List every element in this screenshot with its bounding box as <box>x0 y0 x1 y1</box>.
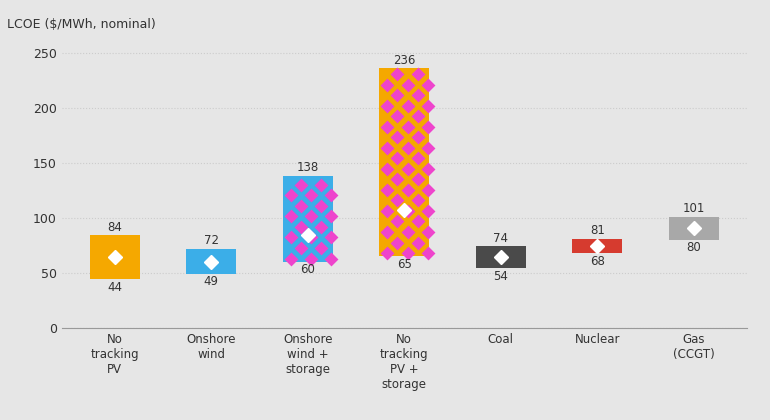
Text: 101: 101 <box>683 202 705 215</box>
Point <box>411 71 424 78</box>
Bar <box>283 176 333 262</box>
Point <box>422 81 434 88</box>
Bar <box>186 249 236 274</box>
Text: LCOE ($/MWh, nominal): LCOE ($/MWh, nominal) <box>7 18 156 31</box>
Text: 74: 74 <box>494 232 508 245</box>
Point <box>411 134 424 141</box>
Point <box>391 176 403 183</box>
Bar <box>572 239 622 253</box>
Text: 65: 65 <box>397 258 412 271</box>
Point <box>381 144 393 151</box>
Point <box>411 218 424 225</box>
Point <box>422 228 434 235</box>
Point <box>381 165 393 172</box>
Point <box>315 181 327 188</box>
Point <box>401 249 413 256</box>
Point <box>411 197 424 204</box>
Point <box>411 113 424 120</box>
Point <box>391 113 403 120</box>
Point <box>401 207 413 214</box>
Point <box>381 81 393 88</box>
Point <box>285 192 297 199</box>
Point <box>381 186 393 193</box>
Text: 72: 72 <box>204 234 219 247</box>
Point <box>391 218 403 225</box>
Text: 81: 81 <box>590 224 604 237</box>
Point <box>295 202 307 209</box>
Point <box>391 134 403 141</box>
Point <box>315 244 327 251</box>
Text: 138: 138 <box>296 161 319 174</box>
Point <box>422 186 434 193</box>
Point <box>401 102 413 109</box>
Point <box>285 255 297 262</box>
Text: 49: 49 <box>204 276 219 289</box>
Point <box>315 202 327 209</box>
Text: 54: 54 <box>494 270 508 283</box>
Point <box>411 92 424 99</box>
Text: 84: 84 <box>107 220 122 234</box>
Text: 44: 44 <box>107 281 122 294</box>
Text: 60: 60 <box>300 263 315 276</box>
Bar <box>379 68 430 256</box>
Point <box>391 155 403 162</box>
Point <box>411 176 424 183</box>
Point <box>305 192 317 199</box>
Point <box>325 234 337 241</box>
Point <box>285 234 297 241</box>
Point <box>401 123 413 130</box>
Bar <box>668 217 719 240</box>
Point <box>305 213 317 220</box>
Point <box>391 197 403 204</box>
Point <box>381 207 393 214</box>
Point <box>325 213 337 220</box>
Point <box>381 102 393 109</box>
Bar <box>476 246 526 268</box>
Point <box>285 213 297 220</box>
Bar <box>89 235 140 279</box>
Point <box>391 71 403 78</box>
Point <box>411 155 424 162</box>
Point <box>401 186 413 193</box>
Point <box>295 244 307 251</box>
Point <box>305 234 317 241</box>
Point <box>295 181 307 188</box>
Point <box>422 165 434 172</box>
Point <box>381 228 393 235</box>
Point <box>422 249 434 256</box>
Text: 68: 68 <box>590 255 604 268</box>
Point <box>381 249 393 256</box>
Point <box>411 239 424 246</box>
Point <box>401 165 413 172</box>
Point <box>295 223 307 230</box>
Point <box>422 123 434 130</box>
Point <box>381 123 393 130</box>
Point <box>315 223 327 230</box>
Point <box>391 92 403 99</box>
Point <box>391 239 403 246</box>
Point <box>401 228 413 235</box>
Point <box>422 102 434 109</box>
Text: 236: 236 <box>393 54 416 67</box>
Point <box>401 144 413 151</box>
Point <box>401 81 413 88</box>
Text: 80: 80 <box>686 241 701 255</box>
Point <box>325 255 337 262</box>
Point <box>422 207 434 214</box>
Point <box>422 144 434 151</box>
Point <box>325 192 337 199</box>
Point <box>305 255 317 262</box>
